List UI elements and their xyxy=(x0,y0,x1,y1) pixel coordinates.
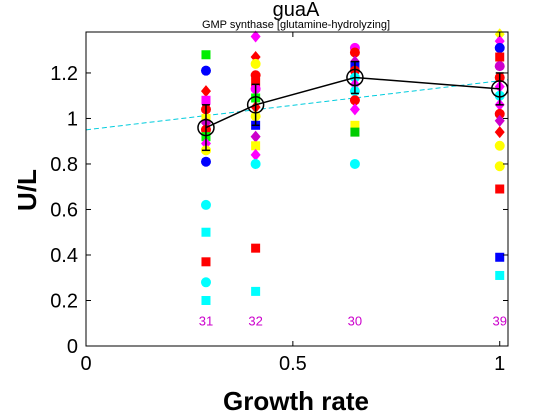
y-tick-label: 0.2 xyxy=(50,290,78,312)
axes: 0 0.5 1 0 0.2 0.4 0.6 0.8 1 1.2 xyxy=(50,32,508,375)
y-tick-label: 0.8 xyxy=(50,154,78,176)
mean-marker xyxy=(346,68,364,87)
x-tick-label: 1 xyxy=(494,353,505,375)
data-point-circle xyxy=(494,42,505,53)
data-point-square xyxy=(251,243,261,253)
data-point-square xyxy=(495,52,505,62)
plot-content: 31 32 30 39 xyxy=(85,28,509,329)
data-point-diamond xyxy=(250,130,261,143)
chart-title: guaA xyxy=(273,0,320,21)
y-axis-title: U/L xyxy=(12,169,42,211)
data-point-square xyxy=(201,257,211,267)
data-point-diamond xyxy=(250,30,261,43)
data-point-square xyxy=(251,141,261,151)
chart-subtitle: GMP synthase [glutamine-hydrolyzing] xyxy=(202,19,390,31)
data-point-diamond xyxy=(200,85,211,98)
data-point-square xyxy=(495,252,505,262)
data-point-square xyxy=(201,50,211,60)
sample-count-label: 32 xyxy=(248,314,262,329)
mean-marker xyxy=(197,118,215,137)
plot-frame xyxy=(85,31,509,347)
data-point-circle xyxy=(349,47,360,58)
data-point-circle xyxy=(494,61,505,72)
sample-count-label: 30 xyxy=(348,314,362,329)
mean-line xyxy=(205,76,500,129)
sample-count-label: 39 xyxy=(492,314,506,329)
y-tick-label: 1.2 xyxy=(50,63,78,85)
data-point-circle xyxy=(349,95,360,106)
data-point-circle xyxy=(250,158,261,169)
data-point-square xyxy=(495,184,505,194)
y-tick-label: 0.4 xyxy=(50,245,78,267)
data-point-circle xyxy=(250,58,261,69)
data-point-circle xyxy=(494,140,505,151)
data-point-circle xyxy=(200,199,211,210)
data-point-square xyxy=(251,286,261,296)
data-point-square xyxy=(251,77,261,87)
data-point-circle xyxy=(349,158,360,169)
data-point-square xyxy=(201,95,211,105)
y-tick-label: 1 xyxy=(67,108,78,130)
data-point-diamond xyxy=(349,103,360,116)
data-point-circle xyxy=(494,108,505,119)
y-tick-label: 0 xyxy=(67,336,78,358)
x-axis-title: Growth rate xyxy=(223,386,369,416)
data-point-circle xyxy=(494,161,505,172)
data-point-circle xyxy=(200,277,211,288)
data-point-diamond xyxy=(494,126,505,139)
data-point-square xyxy=(350,127,360,137)
data-point-square xyxy=(201,227,211,237)
data-point-diamond xyxy=(494,114,505,127)
data-point-circle xyxy=(200,65,211,76)
data-point-square xyxy=(495,270,505,280)
sample-count-label: 31 xyxy=(199,314,213,329)
mean-marker xyxy=(246,96,265,114)
x-tick-label: 0 xyxy=(80,353,91,375)
x-tick-label: 0.5 xyxy=(279,353,307,375)
data-point-square xyxy=(350,120,360,130)
y-tick-label: 0.6 xyxy=(50,199,78,221)
data-point-square xyxy=(201,295,211,305)
fit-line xyxy=(85,79,509,131)
data-point-diamond xyxy=(250,148,261,161)
data-point-circle xyxy=(200,156,211,167)
